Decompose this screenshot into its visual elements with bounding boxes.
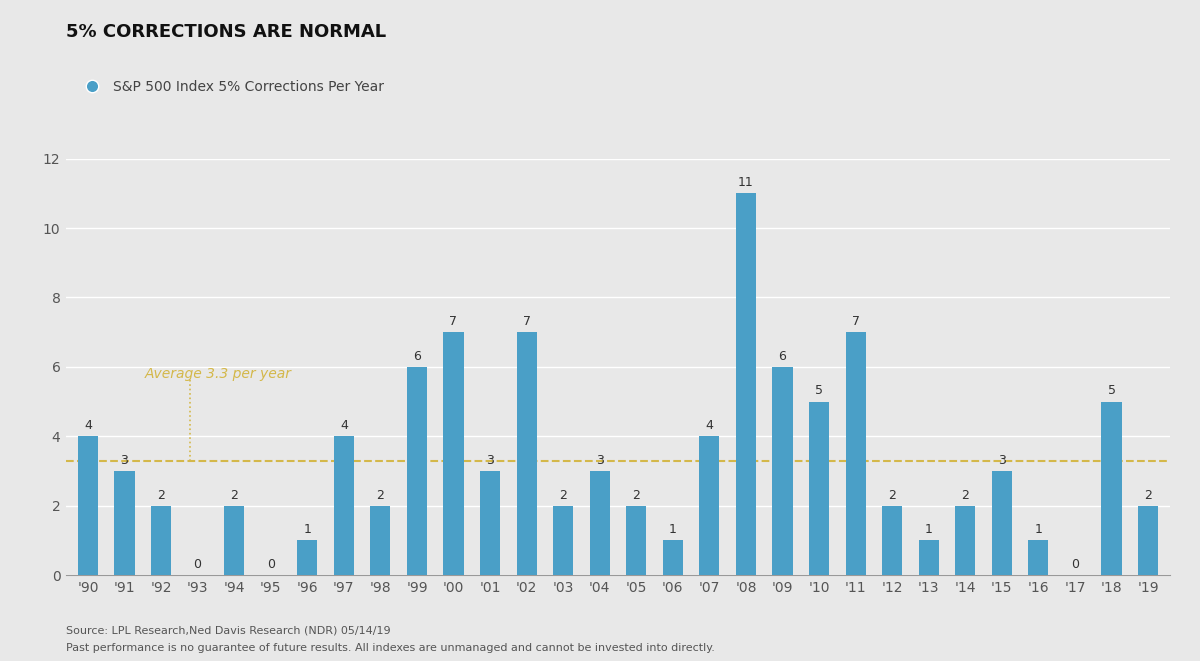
- Text: 2: 2: [961, 488, 970, 502]
- Text: 2: 2: [632, 488, 641, 502]
- Text: 2: 2: [157, 488, 164, 502]
- Text: 1: 1: [668, 524, 677, 536]
- Bar: [773, 367, 792, 575]
- Bar: [846, 332, 865, 575]
- Bar: [809, 401, 829, 575]
- Bar: [700, 436, 720, 575]
- Bar: [662, 541, 683, 575]
- Bar: [78, 436, 98, 575]
- Text: 2: 2: [230, 488, 238, 502]
- Legend: S&P 500 Index 5% Corrections Per Year: S&P 500 Index 5% Corrections Per Year: [73, 74, 390, 99]
- Bar: [224, 506, 245, 575]
- Text: 7: 7: [852, 315, 859, 328]
- Text: 2: 2: [559, 488, 568, 502]
- Bar: [882, 506, 902, 575]
- Text: 5% CORRECTIONS ARE NORMAL: 5% CORRECTIONS ARE NORMAL: [66, 23, 386, 41]
- Text: 3: 3: [595, 454, 604, 467]
- Bar: [1138, 506, 1158, 575]
- Text: 0: 0: [193, 558, 202, 571]
- Bar: [955, 506, 976, 575]
- Bar: [516, 332, 536, 575]
- Text: 4: 4: [340, 419, 348, 432]
- Text: Average 3.3 per year: Average 3.3 per year: [144, 367, 292, 381]
- Bar: [444, 332, 463, 575]
- Text: 2: 2: [377, 488, 384, 502]
- Text: 3: 3: [998, 454, 1006, 467]
- Text: 5: 5: [815, 385, 823, 397]
- Text: 7: 7: [450, 315, 457, 328]
- Text: 7: 7: [523, 315, 530, 328]
- Bar: [736, 193, 756, 575]
- Text: 1: 1: [304, 524, 311, 536]
- Bar: [371, 506, 390, 575]
- Text: 0: 0: [266, 558, 275, 571]
- Bar: [1102, 401, 1122, 575]
- Bar: [919, 541, 938, 575]
- Bar: [407, 367, 427, 575]
- Bar: [151, 506, 172, 575]
- Bar: [553, 506, 574, 575]
- Text: 0: 0: [1070, 558, 1079, 571]
- Text: 2: 2: [1144, 488, 1152, 502]
- Text: 4: 4: [84, 419, 92, 432]
- Text: 6: 6: [413, 350, 421, 363]
- Text: 3: 3: [486, 454, 494, 467]
- Text: 3: 3: [120, 454, 128, 467]
- Text: Past performance is no guarantee of future results. All indexes are unmanaged an: Past performance is no guarantee of futu…: [66, 643, 715, 653]
- Bar: [334, 436, 354, 575]
- Bar: [298, 541, 317, 575]
- Text: 5: 5: [1108, 385, 1116, 397]
- Bar: [589, 471, 610, 575]
- Text: 1: 1: [925, 524, 932, 536]
- Text: 1: 1: [1034, 524, 1043, 536]
- Bar: [114, 471, 134, 575]
- Text: 11: 11: [738, 176, 754, 189]
- Text: 2: 2: [888, 488, 896, 502]
- Bar: [480, 471, 500, 575]
- Text: Source: LPL Research,Ned Davis Research (NDR) 05/14/19: Source: LPL Research,Ned Davis Research …: [66, 626, 391, 636]
- Text: 6: 6: [779, 350, 786, 363]
- Text: 4: 4: [706, 419, 713, 432]
- Bar: [991, 471, 1012, 575]
- Bar: [1028, 541, 1049, 575]
- Bar: [626, 506, 647, 575]
